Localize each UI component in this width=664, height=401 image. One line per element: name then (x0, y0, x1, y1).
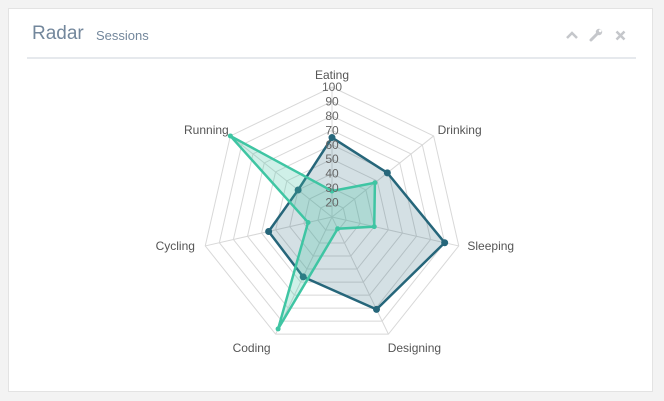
category-label: Eating (315, 68, 349, 82)
category-label: Drinking (438, 123, 482, 137)
grid-ring (204, 86, 460, 335)
category-label: Sleeping (467, 239, 514, 253)
tick-label: 30 (325, 181, 339, 195)
category-label: Coding (233, 341, 271, 355)
series-2-area (229, 134, 377, 330)
series-2-point (227, 133, 233, 139)
tick-label: 20 (325, 196, 339, 210)
series-2-point (329, 188, 335, 194)
series-1-point (294, 186, 302, 194)
panel-header: Radar Sessions (27, 9, 636, 59)
series-1-point (265, 227, 273, 235)
category-label: Cycling (156, 239, 195, 253)
grid-ring (317, 202, 347, 231)
grid-spoke (230, 135, 333, 218)
tick-label: 70 (325, 123, 339, 137)
series-2-point (372, 180, 378, 186)
series-2-point (335, 226, 341, 232)
series-1-point (441, 239, 449, 247)
grid-spoke (331, 135, 434, 218)
tick-label: 60 (325, 138, 339, 152)
grid-ring (218, 100, 446, 322)
tick-label: 90 (325, 94, 339, 108)
grid-ring (275, 158, 389, 270)
tick-label: 50 (325, 152, 339, 166)
grid-ring (246, 129, 418, 296)
panel-subtitle: Sessions (96, 28, 149, 43)
series-1-point (328, 134, 336, 142)
series-1-point (383, 169, 391, 177)
series-1-point (299, 273, 307, 281)
series-2-point (371, 224, 377, 230)
tick-label: 80 (325, 109, 339, 123)
close-icon[interactable] (612, 27, 628, 43)
panel-toolbox (564, 27, 628, 43)
tick-label: 40 (325, 167, 339, 181)
radar-panel: Radar Sessions (8, 8, 653, 392)
panel-title: Radar (32, 23, 84, 44)
grid-spoke (331, 216, 459, 247)
grid-ring (289, 173, 375, 257)
series-2-point (305, 219, 311, 225)
category-label: Running (184, 123, 229, 137)
grid-spoke (331, 216, 389, 335)
series-1-point (372, 305, 380, 313)
grid-ring (232, 115, 432, 309)
tick-label: 100 (322, 80, 342, 94)
grid-ring (303, 187, 361, 244)
series-2-point (275, 326, 281, 332)
wrench-icon[interactable] (588, 27, 604, 43)
category-label: Designing (388, 341, 441, 355)
chevron-up-icon[interactable] (564, 27, 580, 43)
